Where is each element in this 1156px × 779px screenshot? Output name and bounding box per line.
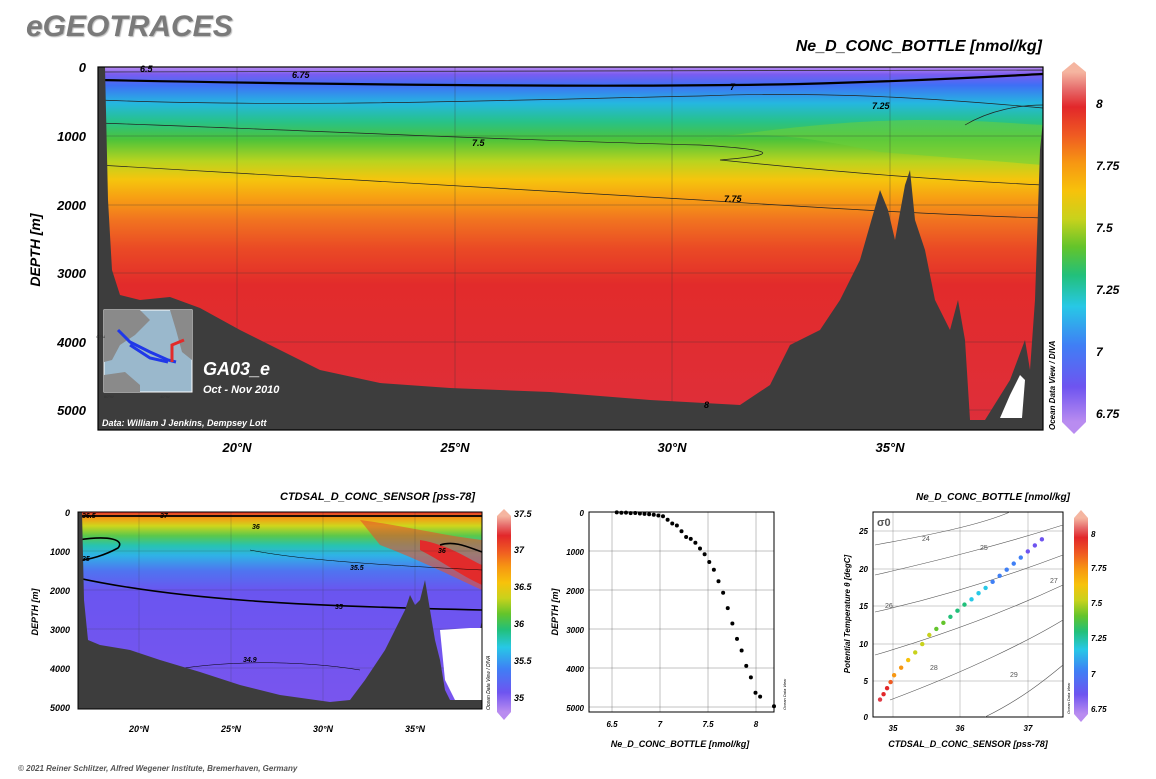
contour-label: 7.25 [872,101,891,111]
inset-map: 80°W 40°W 40°N [96,309,193,399]
colorbar-tick: 7.5 [1096,221,1113,235]
y-axis-label: DEPTH [m] [27,212,43,286]
y-tick: 1000 [57,129,87,144]
y-tick: 5000 [57,403,87,418]
colorbar-tick: 7.75 [1096,159,1120,173]
map-tick: 40°N [96,334,105,339]
y-tick: 0 [79,60,87,75]
x-tick: 25°N [439,440,470,455]
contour-label: 7 [730,82,736,92]
x-tick: 35°N [875,440,905,455]
x-tick: 30°N [657,440,687,455]
copyright-footer: © 2021 Reiner Schlitzer, Alfred Wegener … [18,764,298,773]
main-colorbar: 8 7.75 7.5 7.25 7 6.75 [1062,62,1120,434]
data-credit: Data: William J Jenkins, Dempsey Lott [102,418,267,428]
main-title: Ne_D_CONC_BOTTLE [nmol/kg] [795,38,1042,55]
map-tick: 80°W [104,394,114,399]
brand-logo: eGEOTRACES [26,10,233,43]
y-tick: 2000 [56,198,87,213]
colorbar-tick: 8 [1096,97,1103,111]
colorbar-tick: 7 [1096,345,1104,359]
y-tick: 3000 [57,266,87,281]
contour-label: 6.5 [140,64,154,74]
contour-label: 6.75 [292,70,311,80]
y-tick: 4000 [56,335,87,350]
map-tick: 40°W [160,394,170,399]
colorbar-tick: 6.75 [1096,407,1120,421]
watermark: Ocean Data View / DIVA [1048,340,1057,430]
section-name: GA03_e [203,359,270,379]
seafloor-main [98,67,1043,430]
x-tick: 20°N [221,440,252,455]
contour-label: 8 [704,400,709,410]
contour-label: 7.75 [724,194,743,204]
contour-label: 7.5 [472,138,486,148]
colorbar-tick: 7.25 [1096,283,1120,297]
cruise-date: Oct - Nov 2010 [203,384,280,396]
